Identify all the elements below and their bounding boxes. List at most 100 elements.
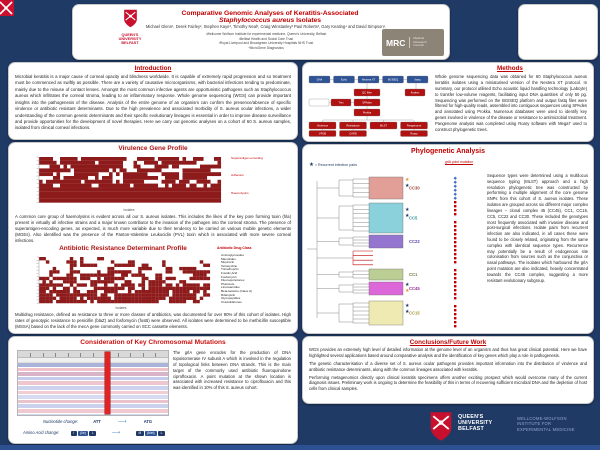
igv-highlight-bar	[105, 352, 110, 414]
qub-logo: QUEEN'S UNIVERSITY BELFAST	[107, 9, 153, 45]
antibiotic-class-label: Tetracycline	[221, 263, 238, 268]
svg-text:CARD: CARD	[349, 132, 357, 136]
methods-pipeline-flowchart: DNA Echo Nextera XT BGISEQ fastq Kraken QC fil…	[308, 75, 429, 137]
igv-ruler-tick	[154, 353, 156, 357]
phylogenetic-heading: Phylogenetic Analysis	[410, 148, 486, 155]
antibiotic-class-label: Trimethoprim	[221, 267, 239, 272]
svg-text:fastq: fastq	[415, 78, 421, 82]
svg-text:DNA: DNA	[317, 78, 323, 82]
grla-mutation-column-label: grlA point mutation	[444, 160, 474, 164]
virulence-body: A common core group of haemolysins is ev…	[15, 214, 291, 244]
svg-text:CC30: CC30	[409, 186, 420, 191]
svg-text:★: ★	[405, 309, 410, 315]
poster-title: Comparative Genomic Analyses of Keratiti…	[159, 10, 381, 24]
igv-ruler-tick	[55, 353, 57, 357]
igv-ruler-tick	[130, 353, 132, 357]
igv-read-track	[18, 372, 168, 377]
footer-accent-strip	[0, 445, 600, 450]
amino-acid-to-boxes: M (Met) L	[135, 430, 165, 436]
header-panel: QUEEN'S UNIVERSITY BELFAST Comparative Gen…	[72, 4, 450, 60]
nucleotide-change-label: Nucleotide change:	[43, 419, 79, 424]
qub-logo-line: UNIVERSITY	[118, 37, 142, 42]
svg-text:Virulence: Virulence	[317, 124, 329, 128]
igv-ruler-bar	[18, 351, 168, 358]
antibiotic-class-label: Glycopeptides	[221, 296, 241, 301]
phylogenetic-section: Phylogenetic Analysis ★ = Recurrent infe…	[302, 144, 594, 334]
phylogenetic-body: Sequence types were determined using a m…	[487, 173, 588, 283]
svg-text:BGISEQ: BGISEQ	[388, 78, 398, 82]
antibiotic-class-label: Phenicols	[221, 281, 235, 286]
virulence-heading: Virulence Gene Profile	[118, 145, 188, 152]
igv-ruler-tick	[30, 353, 32, 357]
star-icon: ★	[309, 162, 314, 168]
antibiotic-heading: Antibiotic Resistance Determinant Profil…	[59, 245, 187, 252]
qub-crest-footer-icon	[430, 412, 452, 441]
introduction-heading: Introduction	[134, 65, 172, 72]
svg-text:SPAdes: SPAdes	[362, 101, 372, 105]
igv-ruler-tick	[42, 353, 44, 357]
amino-acid-box: M	[135, 430, 144, 436]
svg-text:★: ★	[405, 213, 410, 219]
igv-subheader	[18, 358, 168, 363]
antibiotic-class-label: Oxazolidinones	[221, 299, 242, 304]
institute-line: EXPERIMENTAL MEDICINE	[517, 426, 575, 432]
recurrent-pairs-legend: ★ = Recurrent infection pairs	[309, 162, 361, 169]
igv-read-track	[18, 385, 168, 391]
svg-text:MLST: MLST	[380, 124, 388, 128]
affiliations: ¹Wellcome Wolfson Institute for experime…	[143, 32, 389, 50]
mrc-logo-name: Medical Research Council	[409, 35, 427, 49]
mutations-section: Consideration of Key Chromosomal Mutatio…	[8, 336, 298, 444]
amino-acid-box: I	[70, 430, 77, 436]
svg-text:★: ★	[405, 183, 410, 189]
svg-text:CC5: CC5	[409, 216, 418, 221]
antibiotic-class-label: Beta-lactams (Class A)	[221, 288, 252, 293]
igv-read-track	[18, 367, 168, 373]
qub-logo-line: BELFAST	[121, 41, 139, 46]
igv-ruler-tick	[92, 353, 94, 357]
mutations-body: The grlA gene encodes for the production…	[173, 350, 291, 391]
title-species: Staphylococcus aureus	[218, 17, 295, 24]
antibiotic-xlabel: Isolates	[115, 306, 127, 310]
igv-read-track	[18, 395, 168, 400]
igv-read-track	[18, 408, 168, 414]
mrc-name-line: Medical	[413, 35, 425, 40]
conclusion-paragraph: WGS provides an extremely high level of …	[309, 347, 587, 358]
svg-text:QC filter: QC filter	[362, 91, 372, 95]
qub-logo-text: QUEEN'S UNIVERSITY BELFAST	[107, 33, 153, 45]
svg-text:Trim: Trim	[338, 101, 344, 105]
antibiotic-class-label: Lincosamides	[221, 285, 240, 290]
footer-institute-text: WELLCOME-WOLFSON INSTITUTE FOR EXPERIMENTA…	[517, 416, 575, 432]
antibiotic-class-label: Rifampicin	[221, 292, 236, 297]
qub-crest-corner-fragment	[0, 0, 14, 16]
svg-text:CC22: CC22	[409, 239, 420, 244]
igv-ruler-tick	[80, 353, 82, 357]
methods-heading: Methods	[497, 65, 523, 72]
introduction-section: Introduction Microbial keratitis is a ma…	[8, 62, 298, 140]
conclusion-paragraph: The genetic characterisation of a divers…	[309, 360, 587, 372]
svg-text:VFDB: VFDB	[319, 132, 326, 136]
svg-text:CC45: CC45	[409, 286, 420, 291]
conclusion-paragraph: Performing metagenomics directly upon cl…	[309, 374, 587, 392]
svg-text:★: ★	[405, 207, 410, 213]
amino-acid-box: (Met)	[144, 430, 158, 436]
virulence-group-label: Adhesion	[231, 173, 244, 177]
svg-text:★: ★	[405, 282, 410, 288]
affiliation-line: ¹Wellcome Wolfson Institute for experime…	[205, 32, 327, 36]
mutations-heading: Consideration of Key Chromosomal Mutatio…	[80, 339, 226, 346]
header-side-panel	[518, 4, 598, 60]
virulence-group-label: Superantigen-encoding	[231, 156, 263, 160]
igv-read-track	[18, 413, 168, 415]
svg-text:Resistance: Resistance	[346, 124, 360, 128]
authors-line: Michael Glenn¹, Derek Fairley², Stephen …	[145, 24, 387, 29]
igv-read-track	[18, 363, 168, 368]
svg-text:CC1: CC1	[409, 272, 418, 277]
qub-crest-icon	[123, 9, 137, 28]
affiliation-line: ⁴MicroGene Diagnostics	[248, 45, 284, 50]
profiles-section: Virulence Gene Profile Superantigen-enco…	[8, 142, 298, 334]
nucleotide-from: ATT	[93, 419, 101, 424]
institute-line: INSTITUTE FOR	[517, 421, 552, 427]
igv-ruler-tick	[67, 353, 69, 357]
footer-qub-text: QUEEN'S UNIVERSITY BELFAST	[458, 414, 492, 432]
antibiotic-class-legend: Aminoglycosides Macrolides Mupirocin Tetrac…	[221, 253, 295, 304]
